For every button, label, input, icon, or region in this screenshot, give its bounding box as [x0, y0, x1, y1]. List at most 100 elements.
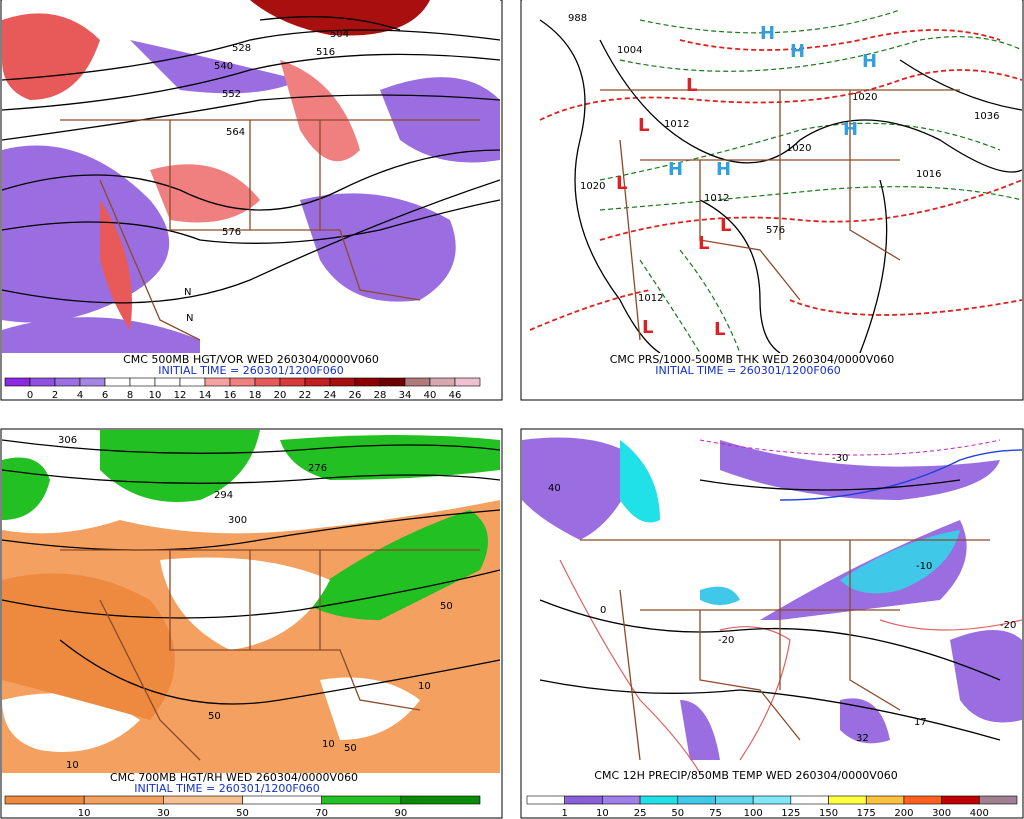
contour-label: 540 — [214, 61, 233, 72]
contour-label: -30 — [832, 453, 848, 464]
colorbar-swatch — [242, 795, 322, 805]
colorbar-label: 16 — [224, 390, 237, 401]
low-marker: L — [642, 317, 653, 338]
panel-title: CMC 500MB HGT/VOR WED 260304/0000V060 — [123, 353, 379, 366]
contour-label: 17 — [914, 717, 927, 728]
high-marker: H — [716, 159, 731, 180]
panel-title: CMC 700MB HGT/RH WED 260304/0000V060 — [110, 771, 358, 784]
panel-title: CMC 12H PRECIP/850MB TEMP WED 260304/000… — [594, 769, 897, 782]
colorbar-swatch — [865, 795, 905, 805]
map-pressure: 988 1004 1020 1012 1020 1012 1020 1036 1… — [522, 0, 1022, 353]
colorbar-label: 400 — [970, 808, 989, 819]
colorbar-swatch — [329, 377, 356, 387]
colorbar-label: 46 — [449, 390, 462, 401]
colorbar-label: 26 — [349, 390, 362, 401]
colorbar-label: 4 — [77, 390, 83, 401]
contour-label: 528 — [232, 43, 251, 54]
contour-label: 576 — [222, 227, 241, 238]
colorbar-label: 1 — [562, 808, 568, 819]
contour-label: 1012 — [638, 293, 663, 304]
colorbar-swatch — [602, 795, 641, 805]
contour-label: 276 — [308, 463, 327, 474]
map-700mb: 306 300 294 276 50 10 50 10 50 10 — [2, 430, 500, 773]
contour-label: 1020 — [852, 92, 877, 103]
colorbar-label: 200 — [894, 808, 913, 819]
contour-label: 306 — [58, 435, 77, 446]
colorbar-label: 0 — [27, 390, 33, 401]
low-marker: L — [638, 115, 649, 136]
colorbar-swatch — [204, 377, 231, 387]
contour-label: 564 — [226, 127, 245, 138]
contour-label: 1020 — [786, 143, 811, 154]
colorbar-swatch — [354, 377, 381, 387]
colorbar-swatch — [454, 377, 481, 387]
contour-label: 10 — [418, 681, 431, 692]
contour-label: 50 — [344, 743, 357, 754]
high-marker: H — [760, 23, 775, 44]
contour-label: -20 — [718, 635, 734, 646]
colorbar-swatch — [154, 377, 181, 387]
contour-label: 1004 — [617, 45, 642, 56]
panel-frame — [0, 0, 503, 401]
low-marker: L — [686, 75, 697, 96]
colorbar-swatch — [79, 377, 106, 387]
colorbar-label: 10 — [596, 808, 609, 819]
contour-label: 50 — [208, 711, 221, 722]
contour-label: 1016 — [916, 169, 941, 180]
colorbar-label: 25 — [634, 808, 647, 819]
colorbar-label: 10 — [149, 390, 162, 401]
colorbar-swatch — [321, 795, 402, 805]
colorbar-swatch — [29, 377, 56, 387]
contour-label: 50 — [440, 601, 453, 612]
colorbar-swatch — [828, 795, 867, 805]
colorbar-label: 10 — [78, 808, 91, 819]
panel-frame — [0, 428, 503, 819]
colorbar-label: 50 — [236, 808, 249, 819]
high-marker: H — [668, 159, 683, 180]
colorbar-swatch — [4, 377, 31, 387]
contour-label: -20 — [1000, 620, 1016, 631]
high-marker: H — [843, 119, 858, 140]
colorbar-label: 34 — [399, 390, 412, 401]
colorbar-label: 14 — [199, 390, 212, 401]
colorbar-swatch — [752, 795, 792, 805]
contour-label: 504 — [330, 29, 349, 40]
colorbar-swatch — [790, 795, 829, 805]
high-marker: H — [790, 41, 805, 62]
contour-label: 1012 — [664, 119, 689, 130]
colorbar-swatch — [279, 377, 306, 387]
colorbar-swatch — [639, 795, 679, 805]
colorbar-swatch — [229, 377, 256, 387]
panel-frame — [520, 0, 1024, 401]
init-time: INITIAL TIME = 260301/1200F060 — [158, 364, 343, 377]
colorbar-swatch — [564, 795, 603, 805]
init-time: INITIAL TIME = 260301/1200F060 — [134, 782, 319, 795]
contour-label: 32 — [856, 733, 869, 744]
panel-title: CMC PRS/1000-500MB THK WED 260304/0000V0… — [610, 353, 895, 366]
colorbar-swatch — [304, 377, 331, 387]
colorbar-label: 28 — [374, 390, 387, 401]
colorbar-swatch — [379, 377, 406, 387]
colorbar-swatch — [404, 377, 431, 387]
colorbar-label: 70 — [315, 808, 328, 819]
contour-label: -10 — [916, 561, 932, 572]
contour-label: 10 — [322, 739, 335, 750]
contour-label: 10 — [66, 760, 79, 771]
colorbar-swatch — [941, 795, 980, 805]
colorbar-swatch — [104, 377, 131, 387]
contour-label: 1036 — [974, 111, 999, 122]
colorbar-label: 8 — [127, 390, 133, 401]
contour-label: 1012 — [704, 193, 729, 204]
contour-label: 0 — [600, 605, 606, 616]
colorbar-label: 125 — [781, 808, 800, 819]
colorbar-swatch — [179, 377, 206, 387]
colorbar-label: 90 — [394, 808, 407, 819]
colorbar-label: 300 — [932, 808, 951, 819]
colorbar-swatch — [4, 795, 85, 805]
colorbar-label: 24 — [324, 390, 337, 401]
colorbar-label: 100 — [744, 808, 763, 819]
panel-frame — [520, 428, 1024, 819]
contour-label: 516 — [316, 47, 335, 58]
colorbar-swatch — [254, 377, 281, 387]
